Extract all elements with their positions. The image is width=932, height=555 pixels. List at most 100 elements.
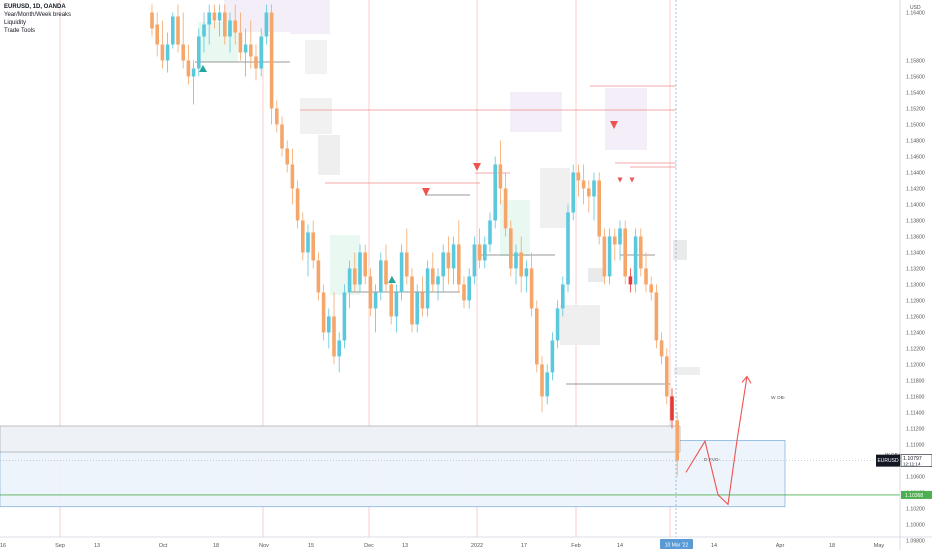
candle[interactable] xyxy=(628,268,633,293)
candle[interactable] xyxy=(524,260,529,293)
candle[interactable] xyxy=(337,332,341,373)
candle[interactable] xyxy=(342,284,347,349)
candle[interactable] xyxy=(457,220,461,293)
indicator-year-month-week-breaks[interactable]: Year/Month/Week breaks xyxy=(4,12,72,18)
sell-signal-marker[interactable] xyxy=(617,177,623,183)
candle[interactable] xyxy=(368,268,373,317)
candle[interactable] xyxy=(644,252,648,293)
candle[interactable] xyxy=(181,12,185,69)
candle[interactable] xyxy=(269,4,274,125)
candle[interactable] xyxy=(529,252,534,317)
candle[interactable] xyxy=(592,172,596,221)
candle[interactable] xyxy=(254,44,258,81)
candle[interactable] xyxy=(384,244,388,293)
candle[interactable] xyxy=(675,412,679,477)
candle[interactable] xyxy=(659,332,664,365)
candle[interactable] xyxy=(509,220,513,277)
candle[interactable] xyxy=(503,172,508,237)
sell-signal-marker[interactable] xyxy=(629,177,635,183)
candle[interactable] xyxy=(446,236,451,285)
candle[interactable] xyxy=(405,228,409,285)
candle[interactable] xyxy=(649,276,653,301)
candle[interactable] xyxy=(202,12,206,53)
candle[interactable] xyxy=(441,244,445,293)
candle[interactable] xyxy=(264,4,269,45)
candle[interactable] xyxy=(285,140,289,173)
candle[interactable] xyxy=(379,252,383,301)
candle[interactable] xyxy=(186,44,191,85)
candle[interactable] xyxy=(217,4,222,37)
candle[interactable] xyxy=(467,268,471,309)
candle[interactable] xyxy=(191,60,196,105)
candle[interactable] xyxy=(223,4,227,45)
candle[interactable] xyxy=(332,292,336,365)
candle[interactable] xyxy=(566,204,570,293)
candle[interactable] xyxy=(249,20,253,69)
sell-signal-marker[interactable] xyxy=(610,121,618,129)
candle[interactable] xyxy=(493,156,497,229)
candle[interactable] xyxy=(197,28,201,77)
candle[interactable] xyxy=(425,260,430,317)
candle[interactable] xyxy=(394,284,399,333)
candle[interactable] xyxy=(353,252,357,293)
indicator-liquidity[interactable]: Liquidity xyxy=(4,20,27,26)
candle[interactable] xyxy=(519,236,523,293)
candle[interactable] xyxy=(633,228,638,293)
candle[interactable] xyxy=(176,4,180,53)
candle[interactable] xyxy=(243,28,248,77)
candle[interactable] xyxy=(597,172,601,245)
candle[interactable] xyxy=(472,236,477,285)
candle[interactable] xyxy=(623,220,627,285)
candle[interactable] xyxy=(670,388,674,429)
candle[interactable] xyxy=(607,228,612,285)
candle[interactable] xyxy=(420,276,425,317)
candle[interactable] xyxy=(290,148,295,205)
candle[interactable] xyxy=(275,100,279,133)
candle[interactable] xyxy=(576,164,581,197)
candle[interactable] xyxy=(431,252,435,293)
candle[interactable] xyxy=(654,284,659,349)
candle[interactable] xyxy=(483,236,487,269)
sell-signal-marker[interactable] xyxy=(473,163,481,171)
candle[interactable] xyxy=(358,244,362,293)
candle[interactable] xyxy=(373,284,378,333)
candle[interactable] xyxy=(545,364,549,405)
candle[interactable] xyxy=(514,244,518,285)
candle[interactable] xyxy=(306,224,310,277)
candle[interactable] xyxy=(399,244,404,301)
candle[interactable] xyxy=(477,228,482,269)
candle[interactable] xyxy=(207,4,211,45)
candle[interactable] xyxy=(259,28,263,77)
candle[interactable] xyxy=(363,244,367,285)
candle[interactable] xyxy=(155,12,159,57)
candle[interactable] xyxy=(301,212,305,261)
candle[interactable] xyxy=(639,228,643,277)
candle[interactable] xyxy=(295,180,300,229)
candle[interactable] xyxy=(618,220,622,261)
candle[interactable] xyxy=(212,4,217,29)
candle[interactable] xyxy=(451,236,456,285)
candle[interactable] xyxy=(555,300,560,349)
candle[interactable] xyxy=(321,284,326,341)
candle[interactable] xyxy=(347,260,352,309)
indicator-trade-tools[interactable]: Trade Tools xyxy=(4,28,36,34)
candle[interactable] xyxy=(165,32,170,73)
candle[interactable] xyxy=(581,164,586,205)
candle[interactable] xyxy=(150,4,154,37)
candle[interactable] xyxy=(228,12,232,53)
candle[interactable] xyxy=(535,300,539,373)
projection-path[interactable] xyxy=(685,376,748,506)
candle[interactable] xyxy=(571,164,575,221)
candle[interactable] xyxy=(665,348,669,405)
sell-signal-marker[interactable] xyxy=(422,188,430,196)
candle[interactable] xyxy=(462,276,466,309)
buy-signal-marker[interactable] xyxy=(388,276,396,283)
candle[interactable] xyxy=(171,12,175,49)
candle[interactable] xyxy=(327,308,331,349)
candle[interactable] xyxy=(389,276,393,325)
buy-signal-marker[interactable] xyxy=(199,65,207,72)
candle[interactable] xyxy=(540,356,544,413)
fair-value-gap-box[interactable] xyxy=(0,425,681,453)
candle[interactable] xyxy=(550,332,555,381)
